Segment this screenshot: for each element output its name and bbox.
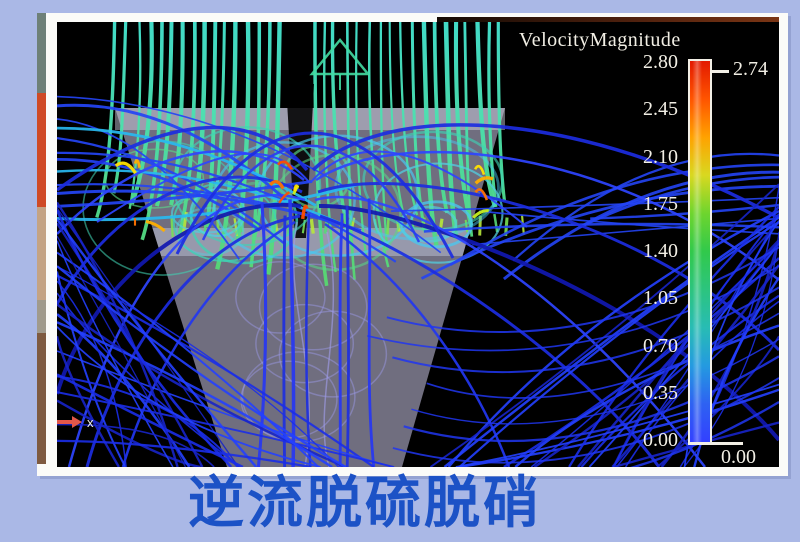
colorbar bbox=[688, 59, 712, 444]
x-axis-arrowhead-icon bbox=[72, 416, 82, 428]
colorbar-min-label: 0.00 bbox=[721, 446, 756, 467]
background-image-sliver bbox=[37, 13, 46, 464]
colorbar-max-label: 2.74 bbox=[733, 58, 768, 80]
colorbar-tick-label: 1.75 bbox=[643, 192, 678, 215]
colorbar-tick-label: 2.80 bbox=[643, 51, 678, 73]
cfd-figure-frame: VelocityMagnitude 2.80 2.45 2.10 1.75 1.40 1.… bbox=[37, 13, 788, 476]
colorbar-tick-label: 1.40 bbox=[643, 240, 678, 262]
colorbar-tick-labels: 2.80 2.45 2.10 1.75 1.40 1.05 0.70 0.35 0.00 bbox=[577, 49, 678, 453]
legend-title: VelocityMagnitude bbox=[519, 29, 681, 51]
axis-triad: x bbox=[57, 413, 94, 431]
sliver-segment bbox=[37, 300, 46, 333]
colorbar-tick-label: 2.10 bbox=[643, 145, 678, 168]
sliver-segment bbox=[37, 207, 46, 300]
axis-label: x bbox=[87, 414, 94, 430]
cfd-viewport: VelocityMagnitude 2.80 2.45 2.10 1.75 1.40 1.… bbox=[57, 22, 779, 467]
streamlines-graphic bbox=[57, 22, 779, 467]
colorbar-max-tick bbox=[712, 70, 729, 73]
caption-title: 逆流脱硫脱硝 bbox=[188, 471, 542, 534]
sliver-segment bbox=[37, 333, 46, 464]
colorbar-tick-label: 0.00 bbox=[643, 429, 678, 451]
sliver-segment bbox=[37, 93, 46, 207]
top-image-sliver bbox=[437, 17, 779, 22]
colorbar-tick-label: 0.70 bbox=[643, 334, 678, 357]
colorbar-tick-label: 0.35 bbox=[643, 381, 678, 404]
colorbar-tick-label: 1.05 bbox=[643, 287, 678, 310]
sliver-segment bbox=[37, 13, 46, 93]
colorbar-tick-label: 2.45 bbox=[643, 98, 678, 121]
x-axis-arrow-icon bbox=[57, 420, 72, 424]
colorbar-min-tick bbox=[688, 442, 743, 445]
